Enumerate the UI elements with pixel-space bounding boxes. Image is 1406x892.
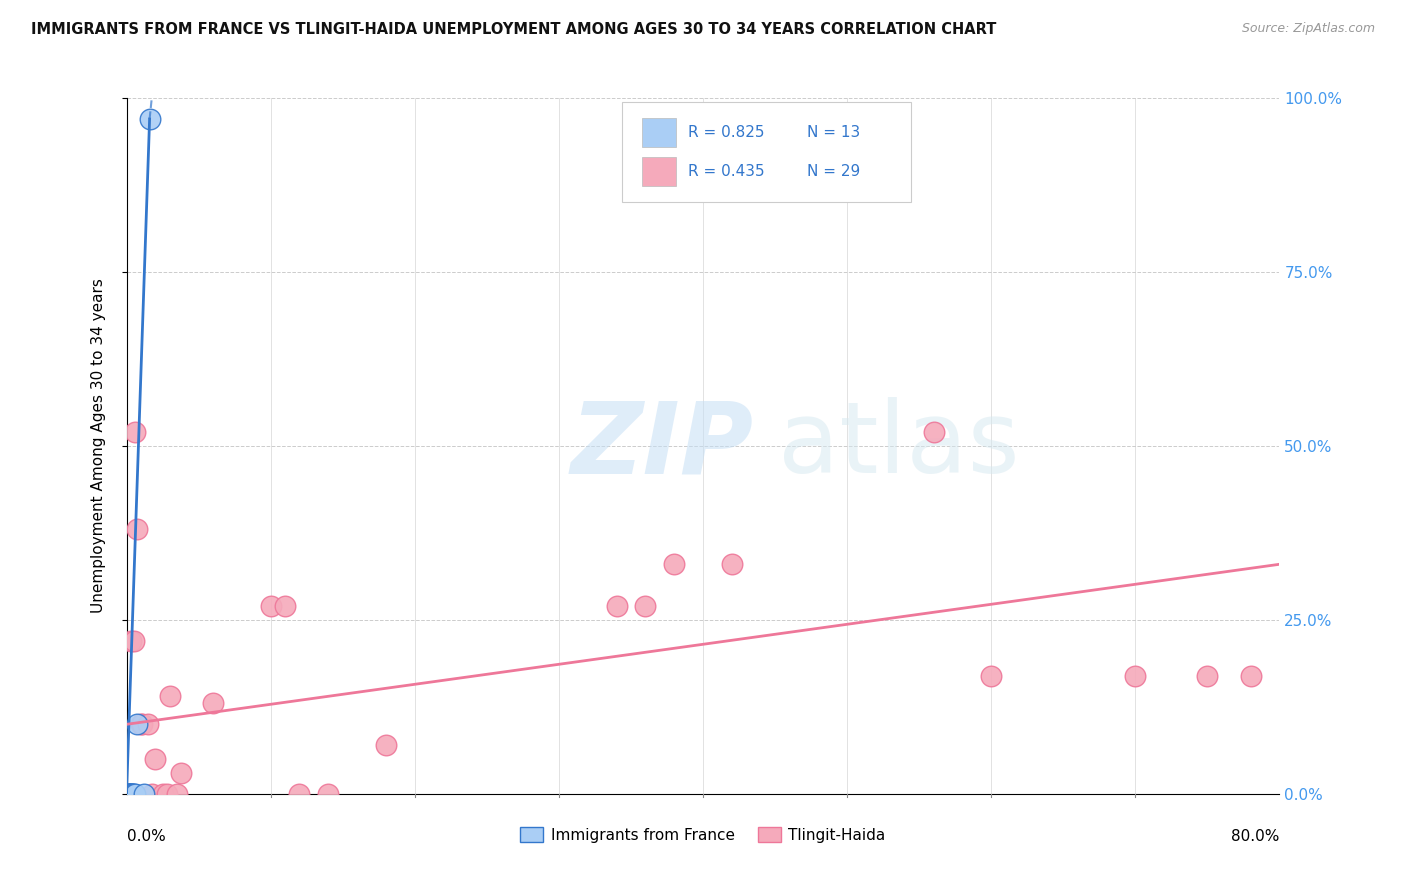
Point xyxy=(152,787,174,801)
Point xyxy=(138,112,160,126)
Point xyxy=(170,766,193,780)
Point xyxy=(124,787,146,801)
Text: ZIP: ZIP xyxy=(571,398,754,494)
Point xyxy=(145,752,166,766)
Text: R = 0.435: R = 0.435 xyxy=(688,164,765,179)
Point xyxy=(117,787,139,801)
Point xyxy=(132,787,155,801)
Text: Source: ZipAtlas.com: Source: ZipAtlas.com xyxy=(1241,22,1375,36)
Point xyxy=(120,787,142,801)
Text: IMMIGRANTS FROM FRANCE VS TLINGIT-HAIDA UNEMPLOYMENT AMONG AGES 30 TO 34 YEARS C: IMMIGRANTS FROM FRANCE VS TLINGIT-HAIDA … xyxy=(31,22,997,37)
Point xyxy=(122,633,145,648)
Point xyxy=(120,633,142,648)
Text: R = 0.825: R = 0.825 xyxy=(688,125,765,140)
Point xyxy=(117,787,139,801)
Text: 80.0%: 80.0% xyxy=(1232,829,1279,844)
Point xyxy=(980,668,1002,682)
Text: N = 13: N = 13 xyxy=(807,125,860,140)
Point xyxy=(922,425,945,439)
Y-axis label: Unemployment Among Ages 30 to 34 years: Unemployment Among Ages 30 to 34 years xyxy=(91,278,105,614)
Point xyxy=(125,717,148,731)
Point xyxy=(131,717,153,731)
Point xyxy=(664,558,686,572)
Point xyxy=(1197,668,1219,682)
Point xyxy=(141,787,163,801)
Point xyxy=(121,787,143,801)
Point xyxy=(274,599,297,613)
Point xyxy=(120,787,142,801)
Point xyxy=(259,599,281,613)
Point xyxy=(129,717,152,731)
Point xyxy=(374,738,398,752)
Point xyxy=(166,787,188,801)
Point xyxy=(634,599,657,613)
Point xyxy=(136,717,159,731)
Point xyxy=(121,787,143,801)
Point xyxy=(159,690,181,704)
Point xyxy=(118,787,141,801)
Text: N = 29: N = 29 xyxy=(807,164,860,179)
Bar xyxy=(643,157,676,186)
Point xyxy=(156,787,179,801)
FancyBboxPatch shape xyxy=(623,102,911,202)
Point xyxy=(606,599,628,613)
Point xyxy=(288,787,311,801)
Bar xyxy=(643,118,676,147)
Text: atlas: atlas xyxy=(778,398,1019,494)
Point xyxy=(122,787,145,801)
Text: 0.0%: 0.0% xyxy=(127,829,166,844)
Point xyxy=(318,787,340,801)
Point xyxy=(124,425,146,439)
Point xyxy=(1125,668,1147,682)
Point xyxy=(202,697,225,711)
Point xyxy=(1240,668,1263,682)
Legend: Immigrants from France, Tlingit-Haida: Immigrants from France, Tlingit-Haida xyxy=(515,821,891,849)
Point xyxy=(125,523,148,537)
Point xyxy=(720,558,742,572)
Point xyxy=(118,787,141,801)
